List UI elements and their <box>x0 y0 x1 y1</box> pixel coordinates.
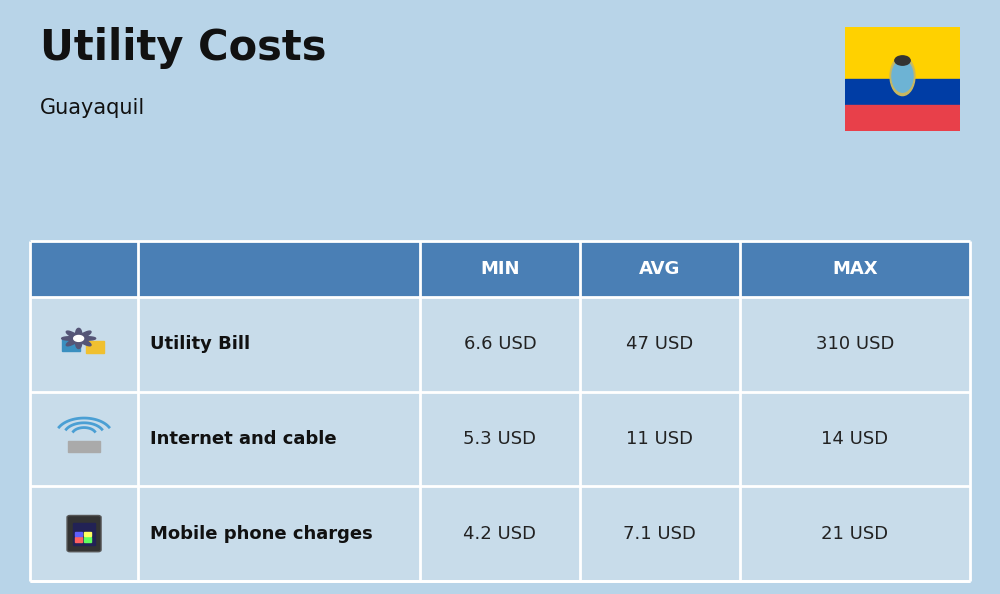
Polygon shape <box>62 328 96 349</box>
Text: MAX: MAX <box>832 260 878 278</box>
Text: 6.6 USD: 6.6 USD <box>464 336 536 353</box>
Text: 5.3 USD: 5.3 USD <box>463 430 536 448</box>
Text: Internet and cable: Internet and cable <box>150 430 337 448</box>
Text: 310 USD: 310 USD <box>816 336 894 353</box>
Text: Guayaquil: Guayaquil <box>40 98 145 118</box>
Bar <box>62 339 80 350</box>
Text: 4.2 USD: 4.2 USD <box>463 525 536 542</box>
Text: Mobile phone charges: Mobile phone charges <box>150 525 373 542</box>
Text: 11 USD: 11 USD <box>626 430 693 448</box>
Bar <box>845 105 960 131</box>
Bar <box>86 341 104 353</box>
Ellipse shape <box>890 56 915 96</box>
Text: MIN: MIN <box>480 260 520 278</box>
Ellipse shape <box>895 56 910 65</box>
Text: AVG: AVG <box>639 260 680 278</box>
FancyBboxPatch shape <box>67 516 101 552</box>
Bar <box>75 532 82 536</box>
FancyBboxPatch shape <box>30 486 970 581</box>
Text: 47 USD: 47 USD <box>626 336 693 353</box>
FancyBboxPatch shape <box>30 297 970 391</box>
Text: Utility Costs: Utility Costs <box>40 27 326 69</box>
FancyBboxPatch shape <box>30 391 970 486</box>
Text: 14 USD: 14 USD <box>821 430 888 448</box>
Text: Utility Bill: Utility Bill <box>150 336 250 353</box>
Bar <box>84 532 91 536</box>
Circle shape <box>74 336 84 342</box>
Ellipse shape <box>892 60 913 92</box>
Bar <box>73 523 95 545</box>
Text: 7.1 USD: 7.1 USD <box>623 525 696 542</box>
Bar <box>845 27 960 78</box>
Text: 21 USD: 21 USD <box>821 525 888 542</box>
Bar <box>75 538 82 542</box>
Bar <box>68 441 100 452</box>
Bar <box>845 78 960 105</box>
Bar <box>84 538 91 542</box>
FancyBboxPatch shape <box>30 241 970 297</box>
